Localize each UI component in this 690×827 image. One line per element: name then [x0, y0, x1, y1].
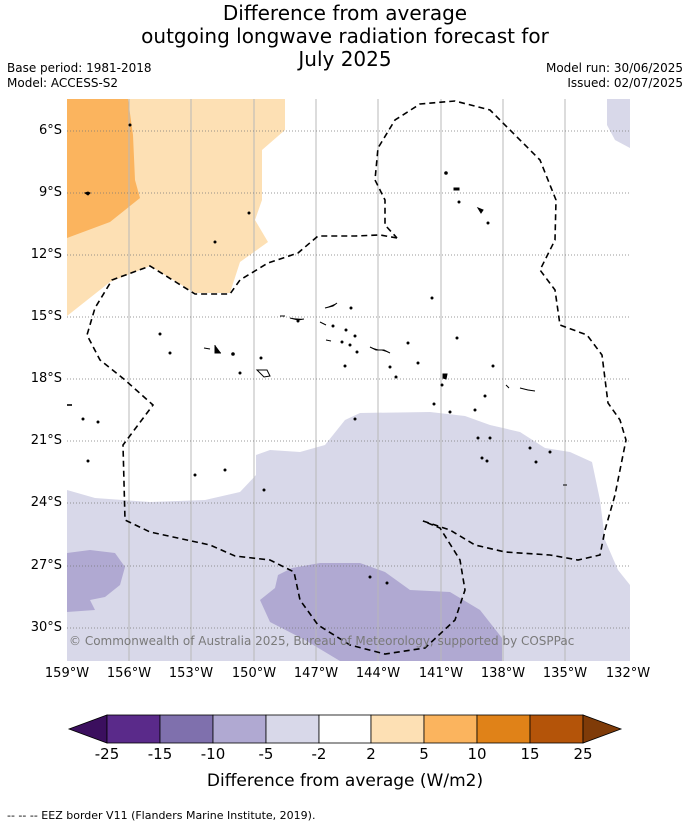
- title-line-1: Difference from average: [222, 1, 468, 25]
- lon-label-147w: 147°W: [293, 666, 339, 681]
- copyright-notice: © Commonwealth of Australia 2025, Bureau…: [69, 634, 575, 648]
- colorbar-tick-m10: -10: [200, 745, 226, 763]
- map-area: [67, 99, 630, 661]
- colorbar-tick-p25: 25: [573, 745, 593, 763]
- colorbar-bin-m25: [106, 714, 161, 744]
- lat-label-9s: 9°S: [38, 185, 62, 200]
- title-line-3: July 2025: [298, 47, 392, 71]
- latitude-lines: [67, 130, 630, 629]
- colorbar-bin-m2: [318, 714, 372, 744]
- colorbar-tick-m5: -5: [258, 745, 274, 763]
- lon-label-159w: 159°W: [44, 666, 90, 681]
- lon-label-135w: 135°W: [542, 666, 588, 681]
- colorbar-tick-p15: 15: [520, 745, 540, 763]
- lat-label-18s: 18°S: [30, 371, 62, 386]
- colorbar-bin-p10: [476, 714, 531, 744]
- lat-label-27s: 27°S: [30, 558, 62, 573]
- anomaly-region-minus2-ne: [607, 99, 630, 148]
- meta-right: Model run: 30/06/2025 Issued: 02/07/2025: [546, 61, 683, 91]
- colorbar-bin-p15: [529, 714, 584, 744]
- issued-date: Issued: 02/07/2025: [567, 76, 683, 90]
- colorbar-tick-p5: 5: [419, 745, 429, 763]
- lon-label-138w: 138°W: [480, 666, 526, 681]
- lat-label-30s: 30°S: [30, 620, 62, 635]
- colorbar-label: Difference from average (W/m2): [206, 771, 484, 791]
- eez-border-east: [374, 100, 627, 561]
- lon-label-144w: 144°W: [355, 666, 401, 681]
- eez-footnote: -- -- -- EEZ border V11 (Flanders Marine…: [7, 809, 316, 822]
- colorbar-bin-m5: [265, 714, 320, 744]
- lon-label-141w: 141°W: [418, 666, 464, 681]
- lat-label-24s: 24°S: [30, 495, 62, 510]
- anomaly-region-plus5: [67, 99, 140, 238]
- colorbar: [67, 714, 623, 744]
- lon-label-153w: 153°W: [168, 666, 214, 681]
- model-name: Model: ACCESS-S2: [7, 76, 119, 90]
- lat-label-21s: 21°S: [30, 433, 62, 448]
- base-period: Base period: 1981-2018: [7, 61, 152, 75]
- lat-label-12s: 12°S: [30, 247, 62, 262]
- colorbar-extend-high: [582, 714, 623, 744]
- colorbar-tick-m25: -25: [94, 745, 120, 763]
- colorbar-bin-p2: [370, 714, 425, 744]
- title-line-2: outgoing longwave radiation forecast for: [141, 24, 549, 48]
- eez-border-main: [86, 234, 466, 655]
- colorbar-bin-m10: [212, 714, 267, 744]
- lat-label-6s: 6°S: [38, 123, 62, 138]
- meta-left: Base period: 1981-2018 Model: ACCESS-S2: [7, 61, 152, 91]
- lat-label-15s: 15°S: [30, 309, 62, 324]
- anomaly-region-minus2: [67, 412, 630, 661]
- lon-label-132w: 132°W: [605, 666, 651, 681]
- colorbar-tick-m2: -2: [311, 745, 327, 763]
- colorbar-bin-p5: [423, 714, 478, 744]
- colorbar-tick-m15: -15: [147, 745, 173, 763]
- anomaly-region-minus5-sw: [67, 550, 125, 612]
- colorbar-extend-low: [67, 714, 108, 744]
- islands: [81, 123, 567, 585]
- model-run: Model run: 30/06/2025: [545, 61, 683, 75]
- colorbar-bin-m15: [159, 714, 214, 744]
- colorbar-tick-p2: 2: [366, 745, 376, 763]
- colorbar-tick-p10: 10: [467, 745, 487, 763]
- lon-label-156w: 156°W: [106, 666, 152, 681]
- map-title: Difference from average outgoing longwav…: [0, 2, 690, 71]
- lon-label-150w: 150°W: [231, 666, 277, 681]
